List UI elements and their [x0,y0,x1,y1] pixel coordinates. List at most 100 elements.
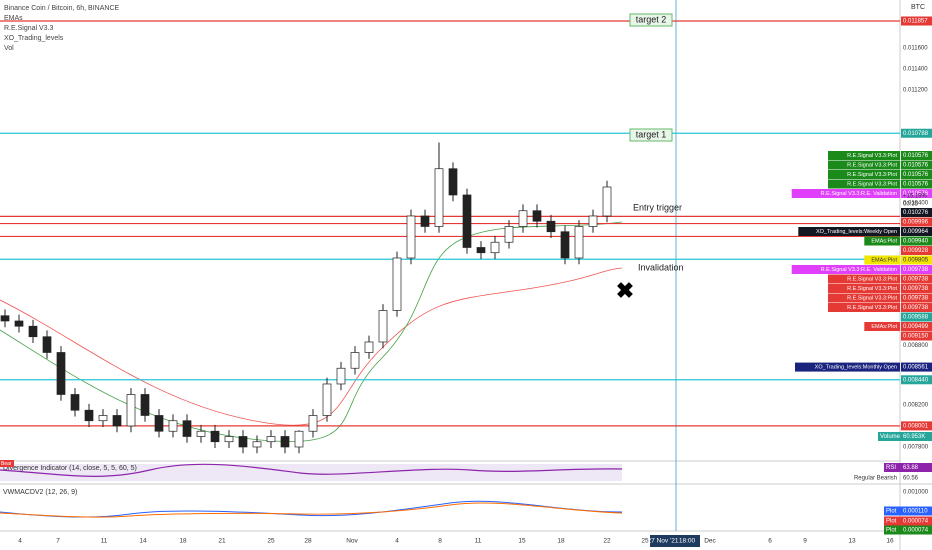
price-label: 0.010788 [903,131,929,137]
candle-body [588,215,598,227]
price-label: 0.009738 [903,267,929,273]
price-tag [901,246,932,256]
price-tag [901,170,932,180]
time-label: 18 [557,538,565,545]
candle-body [574,226,584,259]
price-tag [901,227,932,237]
plot-tag [791,189,900,199]
macd-label: 0.001000 [903,490,929,496]
candle-body [280,436,290,448]
volume-value: 60.953K [903,434,925,440]
candle-body [70,394,80,411]
time-label: 21 [218,538,226,545]
plot-tag [828,170,900,180]
countdown: 00:35 [903,202,919,208]
macd-label: 0.000074 [903,519,929,525]
time-label: 27 Nov '21 [648,538,679,545]
time-label: 18:00 [679,538,696,545]
annotation: Entry trigger [633,202,682,212]
plot-tag [864,322,900,332]
price-tag [901,322,932,332]
time-label: 8 [438,538,442,545]
plot-tag-label: R.E.Signal V3.3:Plot [847,295,897,301]
candle-body [42,336,52,353]
candle-body [294,430,304,448]
candle-body [14,320,24,327]
volume-tag [878,432,932,441]
time-label: 7 [56,538,60,545]
candle-body [322,383,332,416]
legend-item: Vol [4,45,14,52]
macd-tag [884,525,932,535]
plot-tag [828,179,900,189]
price-tag [901,274,932,284]
time-label: 4 [395,538,399,545]
candle-body [420,215,430,227]
price-tag [901,284,932,294]
plot-tag [795,362,900,372]
price-label: 0.009940 [903,239,929,245]
price-label: 0.009738 [903,305,929,311]
rsi-line [0,463,623,477]
signal-line [0,502,623,518]
plot-tag [828,293,900,303]
signal-value: 60.56 [903,476,919,482]
price-tag [901,179,932,189]
plot-tag-label: EMAs:Plot [871,324,897,330]
candle-body [126,394,136,427]
candle-body [308,415,318,432]
price-tag [901,331,932,341]
candle-body [560,231,570,259]
macd-label: 0.000074 [903,528,929,534]
plot-tag [828,274,900,284]
candle-body [224,436,234,443]
price-label: 0.010576 [903,191,929,197]
candle-body [350,352,360,369]
candle-body [392,257,402,311]
time-label: 16 [886,538,894,545]
candle-body [518,210,528,227]
price-label: 0.009738 [903,277,929,283]
price-label: 0.009738 [903,296,929,302]
candle-body [490,241,500,254]
price-label: 0.009996 [903,220,929,226]
candle-body [602,186,612,217]
price-label: 0.008200 [903,403,929,409]
price-label: 0.010576 [903,153,929,159]
candle-body [252,441,262,448]
time-label: 6 [768,538,772,545]
candle-body [448,168,458,196]
price-label: 0.011200 [903,88,928,94]
legend-item: R.E.Signal V3.3 [4,25,54,32]
time-label: 14 [139,538,147,545]
plot-tag-label: R.E.Signal V3.3:Plot [847,276,897,282]
price-tag [901,312,932,322]
plot-tag [828,284,900,294]
candle-body [532,210,542,222]
price-tag [901,265,932,275]
price-tag [901,217,932,227]
candle-body [210,430,220,443]
price-label: 0.008440 [903,377,929,383]
candle-body [168,420,178,432]
time-label: 28 [304,538,312,545]
bear-label: Bear [1,461,12,467]
price-label: 0.009588 [903,315,929,321]
plot-tag-label: XO_Trading_levels:Monthly Open [815,365,897,371]
macd-tag-name: Plot [886,509,897,515]
price-label: 0.010400 [903,201,929,207]
time-highlight [650,535,700,547]
plot-tag-label: EMAs:Plot [871,238,897,244]
plot-tag-label: R.E.Signal V3.3:Plot [847,181,897,187]
candle-body [476,247,486,254]
price-label: 0.011600 [903,46,928,52]
candle-body [364,341,374,353]
candle-body [84,409,94,422]
time-label: 18 [179,538,187,545]
price-label: 0.010576 [903,182,929,188]
price-label: 0.008800 [903,343,929,349]
time-label: 4 [18,538,22,545]
price-label: 0.009964 [903,229,929,235]
time-label: 9 [803,538,807,545]
plot-tag-label: EMAs:Plot [871,257,897,263]
